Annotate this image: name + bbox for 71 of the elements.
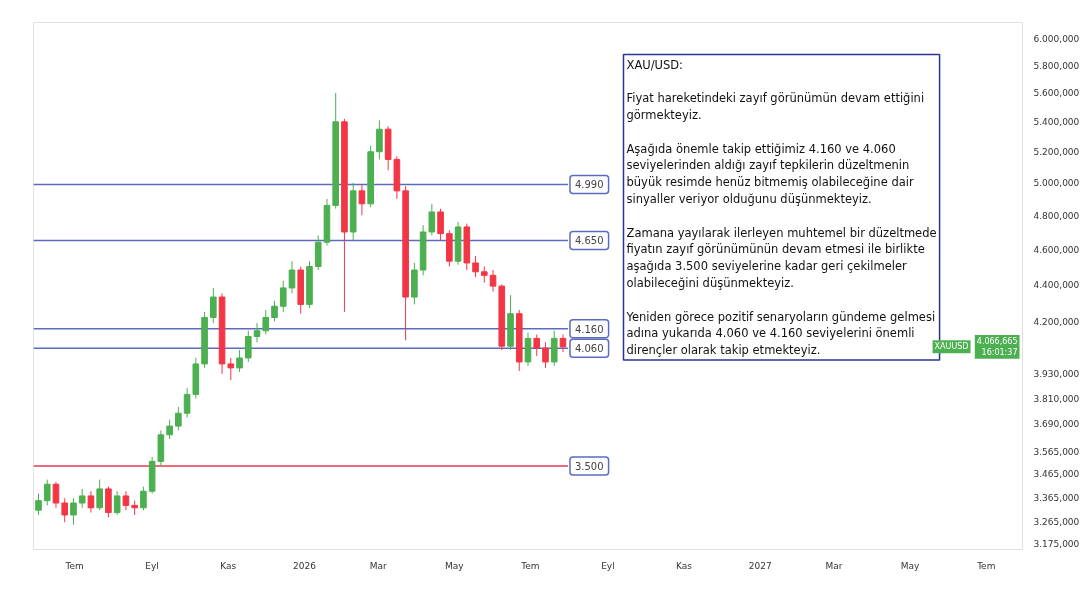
y-tick-label: 3.690,000 bbox=[1033, 419, 1080, 430]
candlestick bbox=[428, 203, 436, 236]
candlestick bbox=[122, 490, 130, 511]
candlestick bbox=[87, 490, 95, 514]
y-tick-label: 3.565,000 bbox=[1033, 446, 1080, 457]
ref-line-label: 4.990 bbox=[574, 179, 604, 191]
y-tick-label: 4.400,000 bbox=[1033, 279, 1080, 290]
candlestick bbox=[70, 497, 77, 526]
x-tick-label: 2027 bbox=[748, 560, 772, 571]
y-tick-label: 3.175,000 bbox=[1033, 538, 1080, 549]
candlestick bbox=[288, 260, 296, 294]
candlestick bbox=[542, 341, 549, 369]
y-tick-label: 3.365,000 bbox=[1033, 492, 1080, 503]
candlestick bbox=[244, 330, 252, 363]
ref-line-label: 4.650 bbox=[574, 235, 604, 247]
candlestick bbox=[533, 334, 541, 357]
annotation: XAUUSD bbox=[934, 342, 969, 352]
y-tick-label: 3.930,000 bbox=[1033, 369, 1080, 380]
candlestick bbox=[78, 488, 86, 509]
x-tick-label: Tem bbox=[976, 560, 996, 571]
x-tick-label: Kas bbox=[676, 560, 693, 571]
ref-line-label: 4.060 bbox=[574, 343, 604, 355]
y-tick-label: 4.600,000 bbox=[1033, 244, 1080, 255]
candlestick bbox=[262, 309, 270, 336]
x-tick-label: Eyl bbox=[601, 560, 615, 571]
candlestick bbox=[113, 490, 121, 516]
x-tick-label: 2026 bbox=[293, 560, 317, 571]
candlestick bbox=[105, 486, 112, 518]
y-tick-label: 4.200,000 bbox=[1033, 316, 1080, 327]
ref-line-label: 3.500 bbox=[574, 460, 604, 472]
annotation: 4.066,665 16:01:37 bbox=[976, 336, 1018, 357]
y-tick-label: 3.265,000 bbox=[1033, 516, 1080, 527]
candlestick bbox=[472, 255, 479, 278]
x-tick-label: May bbox=[445, 560, 465, 571]
candlestick bbox=[166, 419, 173, 440]
candlestick bbox=[175, 406, 182, 431]
y-tick-label: 6.000,000 bbox=[1033, 33, 1080, 44]
ref-line-label: 4.160 bbox=[574, 323, 604, 335]
candlestick bbox=[210, 287, 217, 324]
candlestick bbox=[236, 349, 243, 373]
candlestick bbox=[43, 479, 51, 506]
candlestick bbox=[96, 479, 103, 511]
y-tick-label: 5.000,000 bbox=[1033, 178, 1080, 189]
x-tick-label: May bbox=[900, 560, 921, 571]
y-tick-label: 4.800,000 bbox=[1033, 210, 1080, 221]
candlestick bbox=[227, 357, 235, 381]
candlestick bbox=[140, 486, 147, 511]
y-tick-label: 5.600,000 bbox=[1033, 88, 1080, 99]
candlestick bbox=[524, 332, 532, 367]
candlestick bbox=[358, 183, 366, 216]
candlestick bbox=[253, 322, 261, 343]
candlestick bbox=[550, 330, 558, 367]
candlestick bbox=[271, 300, 278, 322]
candlestick bbox=[489, 269, 497, 293]
candlestick bbox=[279, 280, 287, 313]
x-tick-label: Eyl bbox=[145, 560, 159, 571]
y-tick-label: 5.400,000 bbox=[1033, 117, 1080, 128]
y-tick-label: 3.465,000 bbox=[1033, 469, 1080, 480]
candlestick bbox=[52, 481, 60, 509]
candlestick bbox=[61, 497, 69, 523]
candlestick bbox=[35, 493, 42, 516]
x-tick-label: Kas bbox=[220, 560, 237, 571]
x-tick-label: Mar bbox=[825, 560, 843, 571]
x-tick-label: Tem bbox=[64, 560, 84, 571]
y-tick-label: 3.810,000 bbox=[1033, 394, 1080, 405]
candlestick bbox=[437, 208, 444, 241]
x-tick-label: Mar bbox=[369, 560, 387, 571]
y-tick-label: 5.200,000 bbox=[1033, 147, 1080, 158]
x-tick-label: Tem bbox=[520, 560, 540, 571]
candlestick bbox=[376, 119, 383, 160]
y-tick-label: 5.800,000 bbox=[1033, 60, 1080, 71]
